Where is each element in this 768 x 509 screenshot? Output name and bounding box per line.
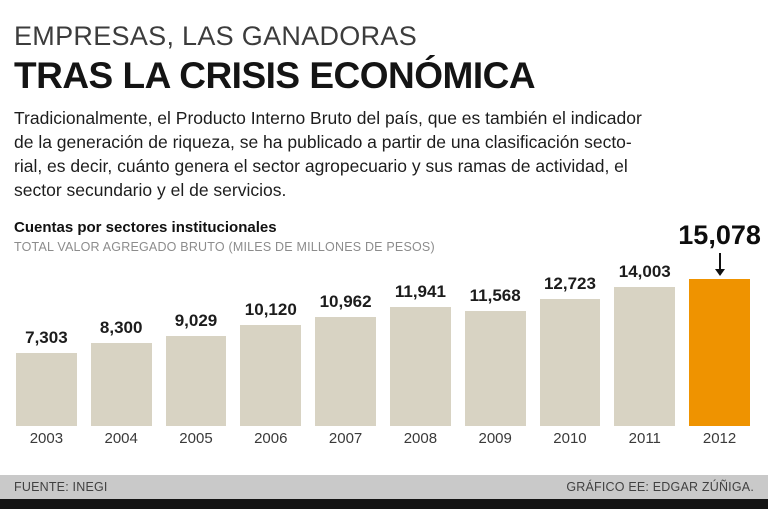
bar-column-2008: 11,941 2008 [389,220,451,452]
bar-column-2009: 11,568 2009 [464,220,526,452]
value-label: 9,029 [174,310,218,330]
year-label-2009: 2009 [478,430,512,448]
value-label: 10,120 [244,299,297,319]
year-label-2010: 2010 [553,430,587,448]
value-label: 14,003 [618,261,671,281]
paragraph-line: Tradicionalmente, el Producto Interno Br… [14,108,642,129]
year-label-2004: 2004 [104,430,138,448]
bottom-black-bar [0,499,768,509]
value-label: 7,303 [25,327,68,347]
intro-paragraph: Tradicionalmente, el Producto Interno Br… [14,107,752,202]
bar-column-2006: 10,120 2006 [240,220,302,452]
bar-chart: 7,303 2003 8,300 2004 9,029 2005 10,120 2006 10,… [14,220,761,452]
year-label-2005: 2005 [179,430,213,448]
highlight-value-label: 15,078 [678,219,761,250]
bar-2006 [240,324,302,426]
bar-2009 [464,310,526,426]
chart-title: Cuentas por sectores institucionales [14,218,277,236]
year-label-2003: 2003 [29,430,64,448]
bar-column-2003: 7,303 2003 [16,220,77,452]
bar-column-2004: 8,300 2004 [90,220,152,452]
year-label-2006: 2006 [254,430,288,448]
bar-2012 [689,278,750,426]
bar-column-2012: 15,078 2012 [678,220,761,452]
value-label: 11,941 [394,281,446,301]
paragraph-line: rial, es decir, cuánto genera el sector … [14,155,628,176]
year-label-2007: 2007 [328,430,363,448]
value-label: 8,300 [99,317,143,337]
credit-label: GRÁFICO EE: EDGAR ZÚÑIGA. [566,480,754,494]
bar-column-2010: 12,723 2010 [539,220,601,452]
value-label: 10,962 [319,291,372,311]
bar-2004 [90,342,152,426]
chart-axis-label: TOTAL VALOR AGREGADO BRUTO (MILES DE MIL… [14,239,435,254]
bar-column-2005: 9,029 2005 [165,220,227,452]
title-line-2: TRAS LA CRISIS ECONÓMICA [14,54,536,96]
value-label: 11,568 [469,285,521,305]
paragraph-line: sector secundario y el de servicios. [14,179,287,200]
bar-2011 [614,286,676,426]
bar-2003 [16,352,77,426]
paragraph-line: de la generación de riqueza, se ha publi… [14,132,632,153]
bar-2005 [165,335,227,426]
bar-column-2011: 14,003 2011 [614,220,676,452]
bar-2010 [539,298,601,426]
bar-column-2007: 10,962 2007 [315,220,376,452]
arrow-down-icon [714,252,725,276]
value-label: 12,723 [543,273,596,293]
bar-2008 [389,306,451,426]
year-label-2012: 2012 [702,430,737,448]
year-label-2011: 2011 [628,430,661,448]
bar-2007 [315,316,376,426]
footer-bar: FUENTE: INEGI GRÁFICO EE: EDGAR ZÚÑIGA. [0,475,768,499]
arrow-head [714,268,725,276]
source-label: FUENTE: INEGI [14,480,108,494]
arrow-line [718,252,721,269]
title-line-1: EMPRESAS, LAS GANADORAS [14,21,418,51]
content-area: EMPRESAS, LAS GANADORAS TRAS LA CRISIS E… [14,21,761,452]
year-label-2008: 2008 [403,430,438,448]
